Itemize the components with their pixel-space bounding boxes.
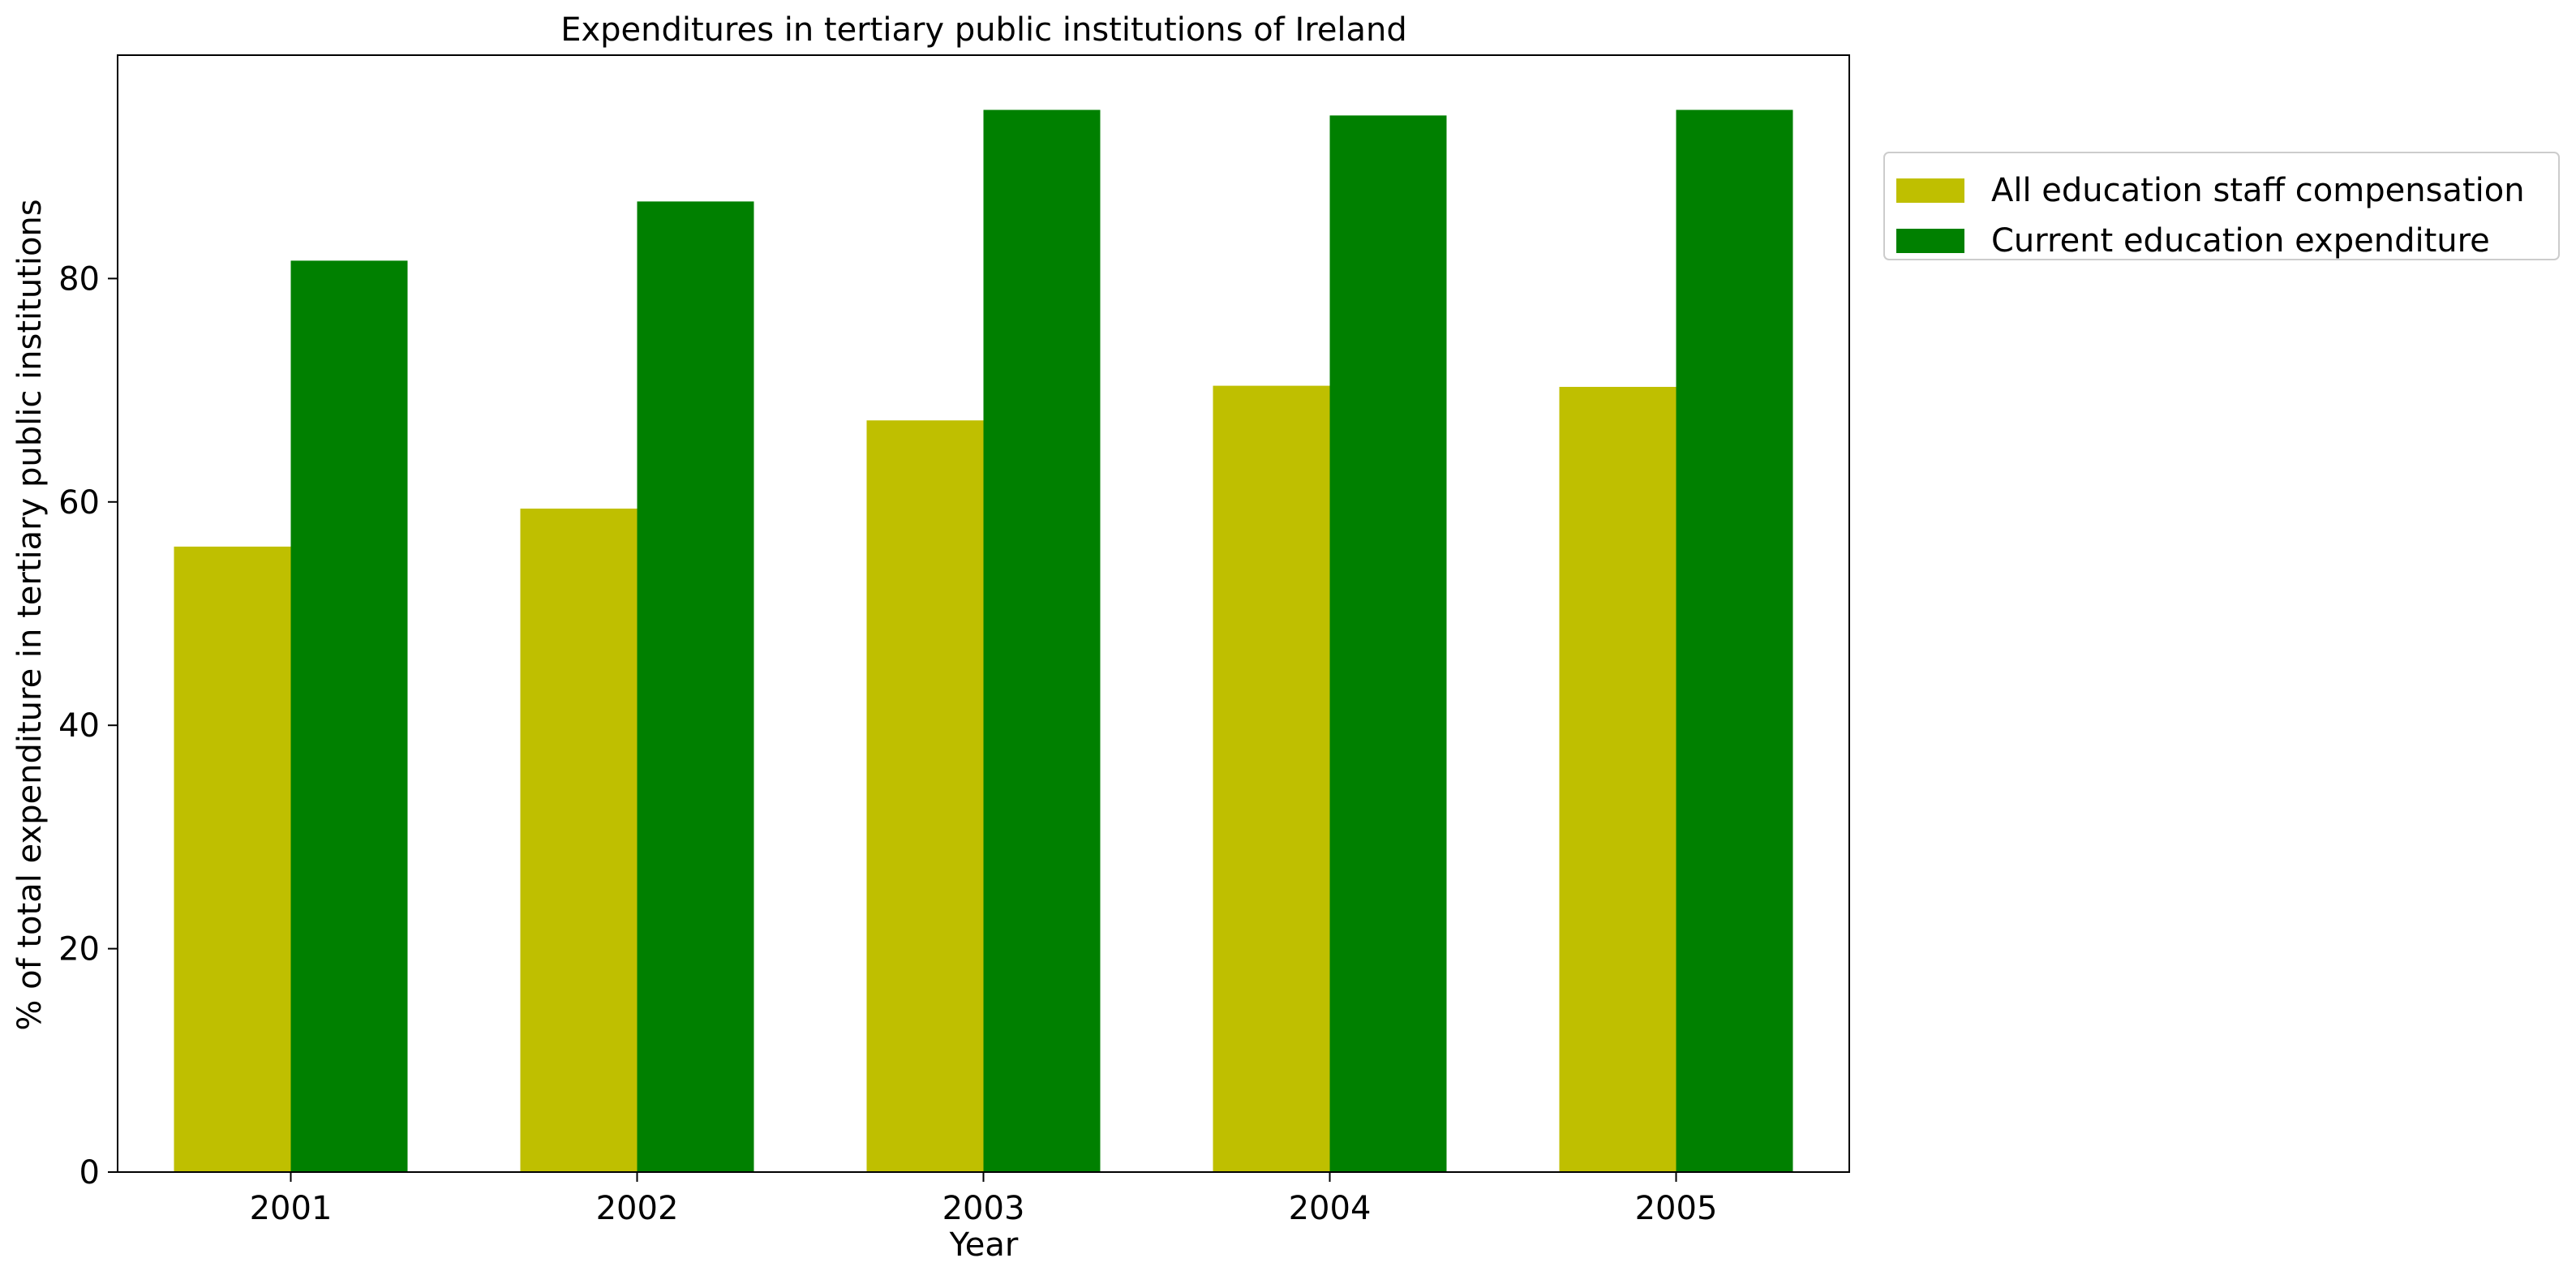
bar-current-expenditure-2005 [1676, 110, 1793, 1172]
chart-title: Expenditures in tertiary public institut… [560, 11, 1407, 49]
y-tick-label: 80 [58, 260, 100, 298]
legend-label: All education staff compensation [1991, 172, 2525, 209]
legend-label: Current education expenditure [1991, 222, 2490, 260]
legend-box [1883, 152, 2560, 260]
bar-staff-compensation-2003 [866, 420, 984, 1172]
legend: All education staff compensation Current … [1883, 152, 2560, 260]
bars-layer [174, 110, 1793, 1173]
x-tick-label: 2004 [1289, 1190, 1372, 1227]
y-tick-label: 60 [58, 484, 100, 522]
y-tick-label: 0 [79, 1154, 100, 1192]
bar-current-expenditure-2002 [637, 201, 754, 1173]
bar-staff-compensation-2002 [520, 509, 638, 1172]
legend-swatch [1896, 178, 1964, 203]
axes-layer: 0 20 40 60 80 2001 2002 2003 2004 2005 [58, 54, 1850, 1227]
bar-current-expenditure-2003 [983, 110, 1101, 1172]
x-tick-label: 2001 [250, 1190, 333, 1227]
x-tick-label: 2002 [596, 1190, 679, 1227]
bar-current-expenditure-2001 [290, 260, 408, 1172]
x-tick-label: 2003 [942, 1190, 1025, 1227]
y-axis-label: % of total expenditure in tertiary publi… [11, 199, 49, 1030]
y-tick-label: 40 [58, 707, 100, 745]
bar-staff-compensation-2001 [174, 546, 291, 1172]
bar-staff-compensation-2004 [1213, 385, 1330, 1172]
bar-current-expenditure-2004 [1329, 115, 1447, 1172]
x-tick-label: 2005 [1635, 1190, 1718, 1227]
x-axis-label: Year [949, 1226, 1019, 1264]
bar-staff-compensation-2005 [1559, 386, 1677, 1172]
legend-swatch [1896, 229, 1964, 253]
y-tick-label: 20 [58, 931, 100, 968]
